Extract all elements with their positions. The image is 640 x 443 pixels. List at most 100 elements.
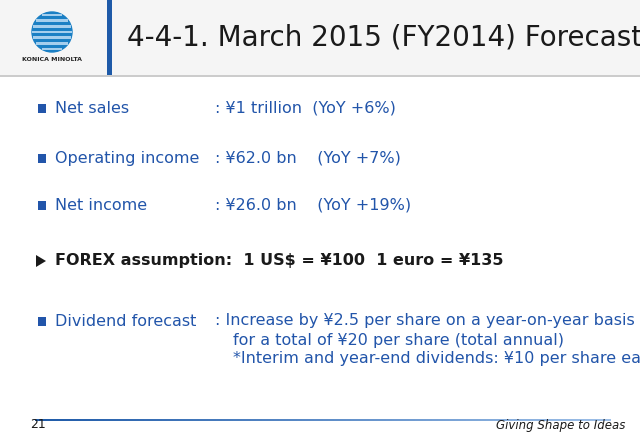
Bar bbox=[61, 419, 64, 421]
Bar bbox=[38, 154, 46, 163]
Bar bbox=[84, 419, 87, 421]
Bar bbox=[104, 419, 108, 421]
Bar bbox=[38, 316, 46, 326]
Bar bbox=[475, 419, 478, 421]
Bar bbox=[415, 419, 418, 421]
Bar bbox=[518, 419, 522, 421]
Bar bbox=[251, 419, 254, 421]
Bar bbox=[403, 419, 406, 421]
Bar bbox=[323, 419, 326, 421]
Bar bbox=[602, 419, 605, 421]
Text: FOREX assumption:  1 US$ = ¥100  1 euro = ¥135: FOREX assumption: 1 US$ = ¥100 1 euro = … bbox=[55, 253, 504, 268]
Text: : Increase by ¥2.5 per share on a year-on-year basis: : Increase by ¥2.5 per share on a year-o… bbox=[215, 314, 635, 329]
Bar bbox=[236, 419, 239, 421]
Text: Net sales: Net sales bbox=[55, 101, 129, 116]
Bar bbox=[363, 419, 366, 421]
Bar bbox=[38, 419, 41, 421]
Bar bbox=[311, 419, 314, 421]
Bar bbox=[374, 419, 378, 421]
Bar bbox=[388, 419, 392, 421]
Bar bbox=[383, 419, 387, 421]
Bar bbox=[371, 419, 375, 421]
Bar bbox=[515, 419, 518, 421]
Bar bbox=[452, 419, 455, 421]
Bar bbox=[529, 419, 533, 421]
Bar bbox=[500, 419, 504, 421]
Bar bbox=[305, 419, 308, 421]
Bar bbox=[573, 419, 576, 421]
Bar bbox=[33, 36, 71, 39]
Bar bbox=[64, 419, 67, 421]
Bar bbox=[593, 419, 596, 421]
Bar bbox=[245, 419, 248, 421]
Bar bbox=[72, 419, 76, 421]
Bar bbox=[294, 419, 297, 421]
Bar bbox=[176, 419, 179, 421]
Bar bbox=[337, 419, 340, 421]
Bar bbox=[42, 48, 62, 51]
Bar bbox=[328, 419, 332, 421]
Bar bbox=[207, 419, 211, 421]
Bar bbox=[211, 419, 214, 421]
Bar bbox=[35, 419, 38, 421]
Bar bbox=[265, 419, 268, 421]
Bar bbox=[219, 419, 222, 421]
Bar bbox=[544, 419, 547, 421]
Bar bbox=[420, 419, 424, 421]
Bar bbox=[561, 419, 564, 421]
Bar bbox=[132, 419, 136, 421]
Bar bbox=[317, 419, 320, 421]
Polygon shape bbox=[36, 255, 46, 267]
Bar bbox=[170, 419, 173, 421]
Bar bbox=[213, 419, 216, 421]
Bar bbox=[55, 419, 58, 421]
Bar bbox=[118, 419, 122, 421]
Bar bbox=[365, 419, 369, 421]
Bar bbox=[78, 419, 81, 421]
Bar bbox=[205, 419, 208, 421]
Bar bbox=[590, 419, 593, 421]
Bar bbox=[308, 419, 312, 421]
Bar bbox=[147, 419, 150, 421]
Bar bbox=[188, 419, 191, 421]
Bar bbox=[412, 419, 415, 421]
Bar bbox=[440, 419, 444, 421]
Bar bbox=[483, 419, 487, 421]
Bar bbox=[257, 419, 260, 421]
Bar bbox=[58, 419, 61, 421]
Text: Operating income: Operating income bbox=[55, 151, 200, 166]
Bar bbox=[538, 419, 541, 421]
Bar bbox=[455, 419, 458, 421]
Bar bbox=[190, 419, 194, 421]
Bar bbox=[524, 419, 527, 421]
Bar bbox=[138, 419, 142, 421]
Bar bbox=[42, 14, 62, 16]
Bar bbox=[234, 419, 237, 421]
Bar bbox=[52, 419, 56, 421]
Bar bbox=[319, 419, 323, 421]
Bar bbox=[547, 419, 550, 421]
Bar bbox=[477, 419, 481, 421]
Bar bbox=[0, 0, 640, 75]
Bar bbox=[130, 419, 133, 421]
Bar bbox=[444, 419, 447, 421]
Bar bbox=[99, 419, 102, 421]
Bar bbox=[348, 419, 352, 421]
Bar bbox=[495, 419, 499, 421]
Text: Dividend forecast: Dividend forecast bbox=[55, 314, 196, 329]
Bar bbox=[41, 419, 44, 421]
Bar bbox=[458, 419, 461, 421]
Bar bbox=[598, 419, 602, 421]
Bar bbox=[506, 419, 510, 421]
Bar bbox=[153, 419, 156, 421]
Bar bbox=[101, 419, 104, 421]
Bar bbox=[107, 419, 110, 421]
Bar bbox=[432, 419, 435, 421]
Bar bbox=[469, 419, 472, 421]
Bar bbox=[33, 25, 71, 27]
Bar bbox=[334, 419, 337, 421]
Bar bbox=[38, 201, 46, 210]
Text: Giving Shape to Ideas: Giving Shape to Ideas bbox=[495, 419, 625, 431]
Text: 4-4-1. March 2015 (FY2014) Forecasts: 4-4-1. March 2015 (FY2014) Forecasts bbox=[127, 23, 640, 51]
Bar bbox=[489, 419, 493, 421]
